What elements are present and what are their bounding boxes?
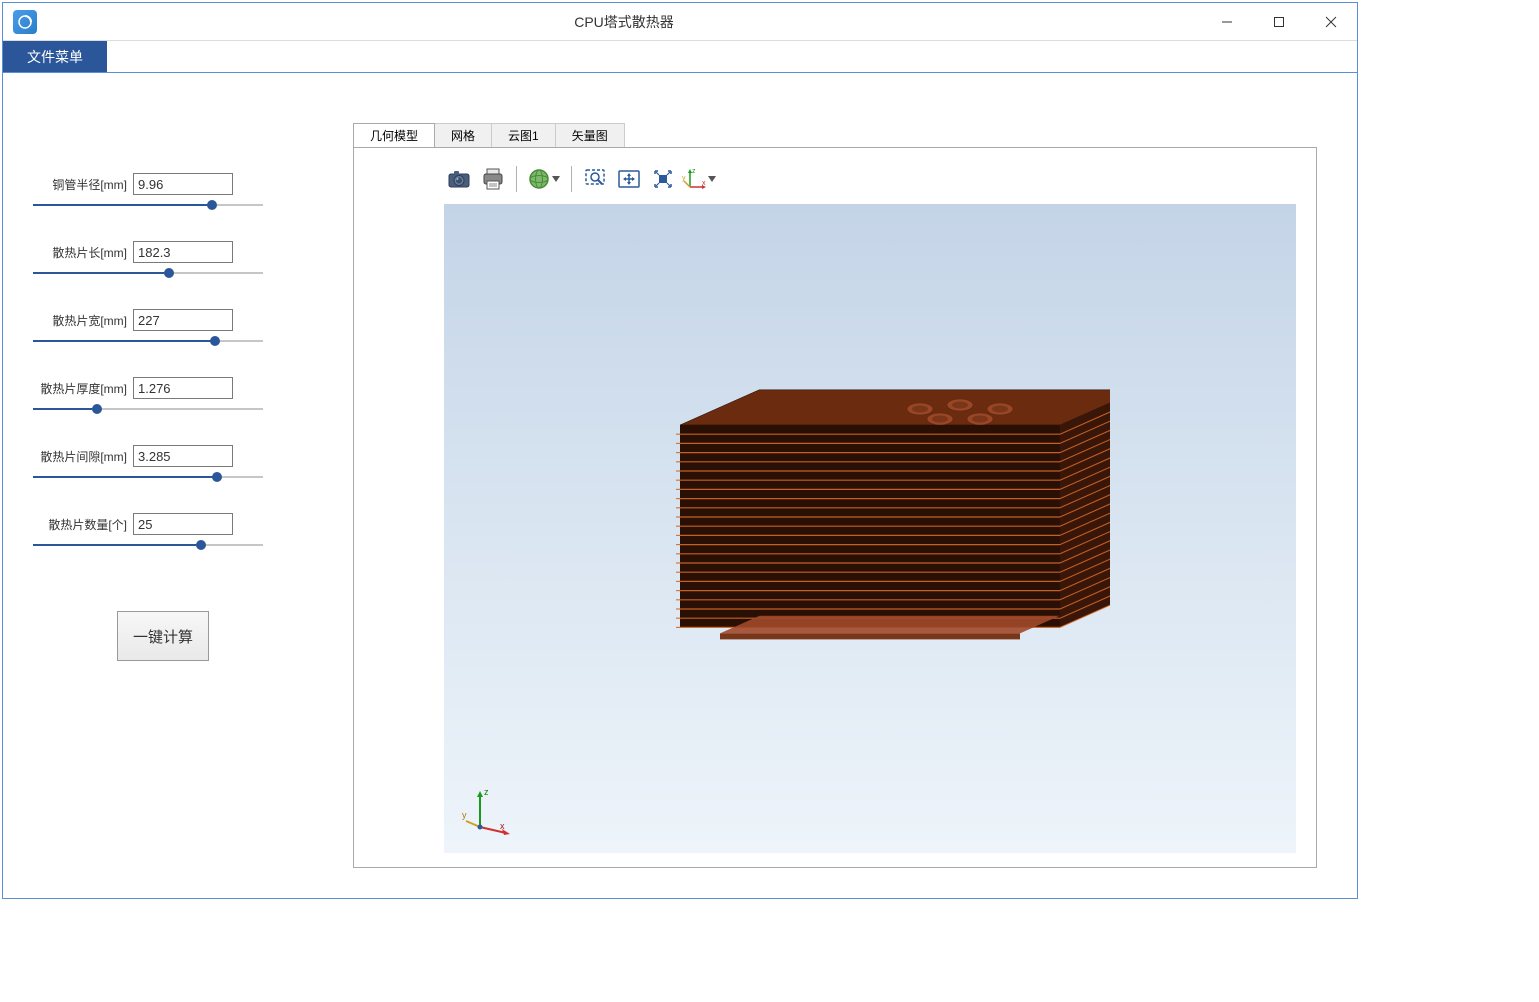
menubar: 文件菜单 [3, 41, 1357, 73]
param-label: 散热片厚度[mm] [33, 380, 133, 397]
param-label: 散热片数量[个] [33, 516, 133, 533]
calculate-button[interactable]: 一键计算 [117, 611, 209, 661]
pan-icon[interactable] [614, 164, 644, 194]
param-label: 散热片长[mm] [33, 244, 133, 261]
heatsink-model [630, 385, 1110, 705]
maximize-button[interactable] [1253, 3, 1305, 41]
print-icon[interactable] [478, 164, 508, 194]
axis-gizmo: z x y [462, 785, 512, 835]
tab-0[interactable]: 几何模型 [353, 123, 435, 147]
param-label: 铜管半径[mm] [33, 176, 133, 193]
window-title: CPU塔式散热器 [47, 12, 1201, 32]
svg-text:y: y [682, 175, 686, 182]
svg-text:x: x [500, 821, 505, 831]
svg-text:y: y [462, 810, 467, 820]
param-input[interactable] [133, 445, 233, 467]
param-group: 散热片宽[mm] [33, 309, 293, 347]
toolbar-separator [516, 166, 517, 192]
zoom-region-icon[interactable] [580, 164, 610, 194]
content-area: 铜管半径[mm] 散热片长[mm] 散热片宽[mm] 散热片厚度[mm] [3, 73, 1357, 898]
param-group: 散热片厚度[mm] [33, 377, 293, 415]
param-group: 散热片间隙[mm] [33, 445, 293, 483]
svg-text:z: z [484, 787, 489, 797]
param-input[interactable] [133, 309, 233, 331]
3d-viewport[interactable]: z x y [444, 204, 1296, 853]
param-slider[interactable] [33, 335, 263, 347]
param-label: 散热片间隙[mm] [33, 448, 133, 465]
axis-toggle-icon[interactable]: z x y [682, 164, 716, 194]
param-slider[interactable] [33, 267, 263, 279]
param-input[interactable] [133, 377, 233, 399]
toolbar-separator [571, 166, 572, 192]
tab-2[interactable]: 云图1 [491, 123, 556, 147]
window-controls [1201, 3, 1357, 41]
param-slider[interactable] [33, 471, 263, 483]
param-input[interactable] [133, 513, 233, 535]
svg-text:z: z [692, 168, 696, 175]
param-group: 散热片长[mm] [33, 241, 293, 279]
minimize-button[interactable] [1201, 3, 1253, 41]
param-input[interactable] [133, 173, 233, 195]
param-group: 散热片数量[个] [33, 513, 293, 551]
svg-text:x: x [702, 180, 706, 187]
file-menu[interactable]: 文件菜单 [3, 41, 107, 72]
parameter-sidebar: 铜管半径[mm] 散热片长[mm] 散热片宽[mm] 散热片厚度[mm] [3, 73, 323, 898]
close-button[interactable] [1305, 3, 1357, 41]
tab-3[interactable]: 矢量图 [555, 123, 625, 147]
main-area: 几何模型网格云图1矢量图 [323, 73, 1357, 898]
param-group: 铜管半径[mm] [33, 173, 293, 211]
param-label: 散热片宽[mm] [33, 312, 133, 329]
viewport-toolbar: z x y [374, 162, 1296, 196]
param-slider[interactable] [33, 539, 263, 551]
quality-icon[interactable] [525, 164, 563, 194]
titlebar: CPU塔式散热器 [3, 3, 1357, 41]
tab-1[interactable]: 网格 [434, 123, 492, 147]
fit-view-icon[interactable] [648, 164, 678, 194]
param-slider[interactable] [33, 403, 263, 415]
camera-icon[interactable] [444, 164, 474, 194]
tabs: 几何模型网格云图1矢量图 [353, 123, 1317, 147]
param-slider[interactable] [33, 199, 263, 211]
param-input[interactable] [133, 241, 233, 263]
viewport-panel: z x y [353, 147, 1317, 868]
app-icon [13, 10, 37, 34]
app-window: CPU塔式散热器 文件菜单 铜管半径[mm] [2, 2, 1358, 899]
